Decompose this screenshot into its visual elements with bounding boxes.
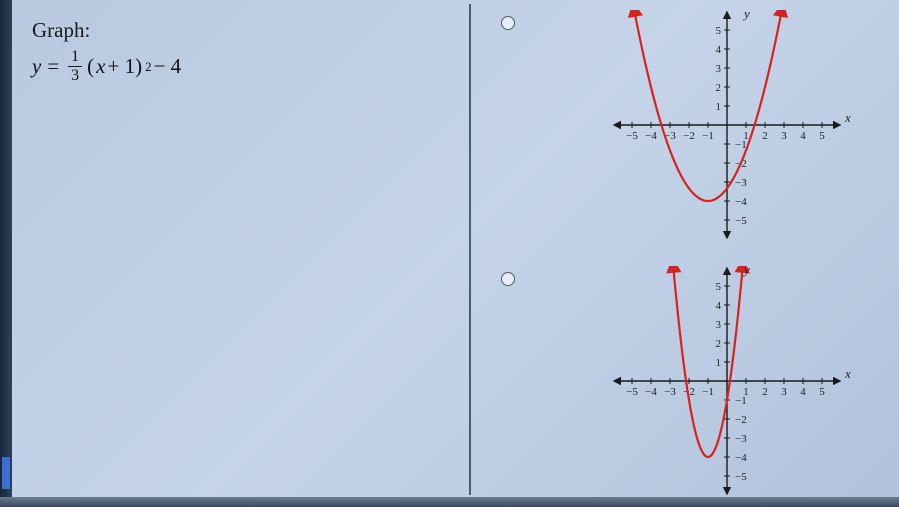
- prompt-label: Graph:: [32, 18, 451, 43]
- svg-text:−1: −1: [735, 395, 747, 407]
- eq-tail: − 4: [154, 54, 182, 79]
- eq-exponent: 2: [145, 59, 152, 75]
- svg-text:−4: −4: [645, 130, 657, 142]
- eq-lhs: y: [32, 54, 41, 79]
- svg-text:−2: −2: [735, 414, 747, 426]
- svg-text:2: 2: [762, 130, 768, 142]
- svg-text:−4: −4: [645, 386, 657, 398]
- svg-text:−5: −5: [626, 386, 638, 398]
- answer-option-b[interactable]: −5−4−3−2−11234554321−1−2−3−4−5 y x: [501, 266, 859, 496]
- svg-text:1: 1: [716, 101, 722, 113]
- chart-b: −5−4−3−2−11234554321−1−2−3−4−5: [529, 266, 859, 496]
- eq-equals: =: [47, 54, 59, 79]
- radio-b[interactable]: [501, 272, 515, 286]
- svg-text:4: 4: [716, 44, 722, 56]
- chart-a-wrap: −5−4−3−2−11234554321−1−2−3−4−5 y x: [529, 10, 859, 240]
- window-bottom-edge: [0, 497, 899, 507]
- svg-text:2: 2: [716, 82, 722, 94]
- blue-accent-tab: [2, 457, 10, 489]
- content-area: Graph: y = 1 3 ( x + 1) 2 − 4 −5 −4 −3 −2 −1…: [14, 4, 895, 495]
- svg-text:−1: −1: [735, 139, 747, 151]
- svg-text:4: 4: [716, 300, 722, 312]
- window-left-edge: [0, 0, 12, 507]
- chart-a: −5−4−3−2−11234554321−1−2−3−4−5: [529, 10, 859, 240]
- svg-text:−3: −3: [735, 433, 747, 445]
- svg-text:−5: −5: [626, 130, 638, 142]
- svg-text:−3: −3: [664, 386, 676, 398]
- eq-plus-close: + 1): [108, 54, 143, 79]
- chart-a-x-label: x: [845, 110, 851, 126]
- svg-text:4: 4: [800, 130, 806, 142]
- svg-text:5: 5: [819, 130, 825, 142]
- eq-frac-den: 3: [71, 67, 79, 84]
- svg-text:−1: −1: [702, 130, 714, 142]
- svg-text:−4: −4: [735, 196, 747, 208]
- svg-text:−1: −1: [702, 386, 714, 398]
- question-pane: Graph: y = 1 3 ( x + 1) 2 − 4: [14, 4, 469, 495]
- svg-text:5: 5: [716, 25, 722, 37]
- answers-pane: −5−4−3−2−11234554321−1−2−3−4−5 y x −5−4−…: [471, 4, 895, 495]
- eq-fraction: 1 3: [68, 49, 82, 84]
- svg-text:−4: −4: [735, 452, 747, 464]
- eq-open: (: [87, 54, 94, 79]
- svg-text:−5: −5: [735, 215, 747, 227]
- svg-text:−3: −3: [735, 177, 747, 189]
- svg-text:3: 3: [781, 130, 787, 142]
- eq-var: x: [96, 54, 105, 79]
- svg-text:3: 3: [716, 319, 722, 331]
- svg-text:3: 3: [781, 386, 787, 398]
- svg-text:−2: −2: [683, 130, 695, 142]
- svg-text:1: 1: [716, 357, 722, 369]
- svg-text:3: 3: [716, 63, 722, 75]
- eq-frac-num: 1: [68, 49, 82, 67]
- svg-text:4: 4: [800, 386, 806, 398]
- chart-a-y-label: y: [744, 6, 750, 22]
- equation: y = 1 3 ( x + 1) 2 − 4: [32, 49, 451, 84]
- svg-text:2: 2: [716, 338, 722, 350]
- svg-text:5: 5: [716, 281, 722, 293]
- chart-b-wrap: −5−4−3−2−11234554321−1−2−3−4−5 y x: [529, 266, 859, 496]
- svg-text:−5: −5: [735, 471, 747, 483]
- radio-a[interactable]: [501, 16, 515, 30]
- answer-option-a[interactable]: −5−4−3−2−11234554321−1−2−3−4−5 y x: [501, 10, 859, 240]
- chart-b-x-label: x: [845, 366, 851, 382]
- svg-text:5: 5: [819, 386, 825, 398]
- chart-b-y-label: y: [744, 262, 750, 278]
- svg-text:2: 2: [762, 386, 768, 398]
